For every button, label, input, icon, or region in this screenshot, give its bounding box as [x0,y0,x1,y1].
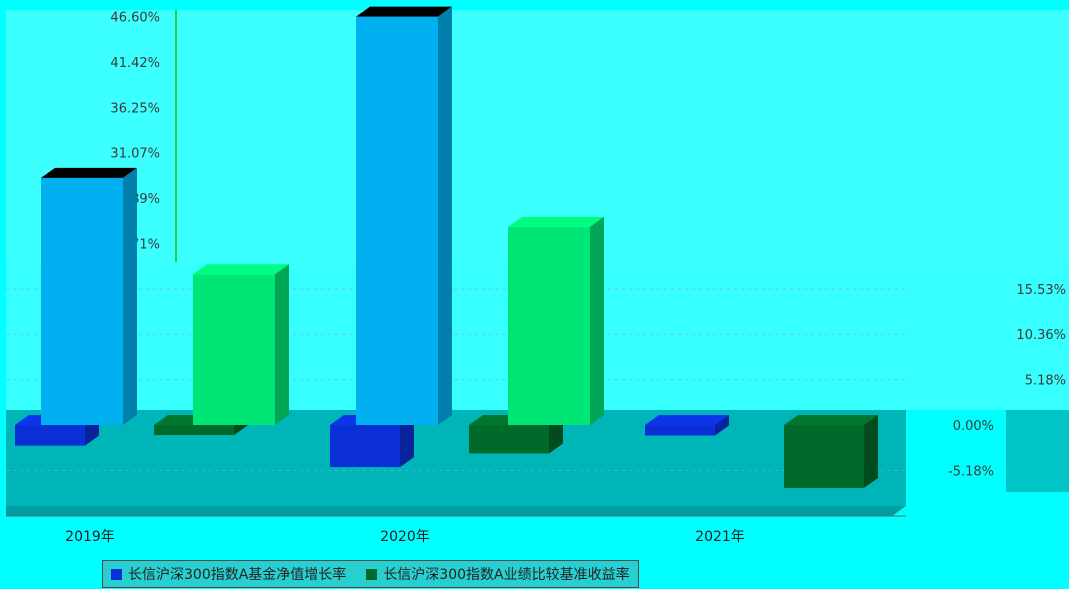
bar-side [590,216,604,425]
bar [784,425,864,489]
legend-label-nav: 长信沪深300指数A基金净值增长率 [128,567,347,583]
bar [645,425,715,436]
bar [469,425,549,454]
y-tick-label: 0.00% [953,419,994,434]
x-tick-label: 2020年 [380,529,430,545]
plot-floor [6,410,906,506]
bar-top [356,6,452,17]
bar [41,177,123,425]
bar-top [41,167,137,178]
y-tick-label: 41.42% [110,56,160,71]
bar [508,226,590,425]
bar-top [645,415,729,425]
bar-top [508,216,604,227]
bar [193,274,275,425]
bar-side [438,6,452,426]
bar-side [715,415,729,436]
y-tick-label: -5.18% [948,464,994,479]
x-tick-label: 2019年 [65,529,115,545]
bar-side [864,415,878,489]
legend-swatch-nav [111,568,122,580]
y-tick-label: 15.53% [1016,283,1066,298]
bar [154,425,234,436]
bar-side [275,264,289,425]
legend-label-benchmark: 长信沪深300指数A业绩比较基准收益率 [383,567,630,583]
bar-top [784,415,878,425]
y-tick-label: 10.36% [1016,328,1066,343]
chart-legend: 长信沪深300指数A基金净值增长率 长信沪深300指数A业绩比较基准收益率 [102,560,639,588]
y-tick-label: 46.60% [110,11,160,26]
side-floor [1006,410,1069,492]
bar-top [193,264,289,275]
bar-side [400,415,414,468]
bar-side [123,167,137,425]
plot-floor-edge [6,506,906,516]
bar [330,425,400,468]
legend-swatch-benchmark [366,568,378,580]
y-tick-label: 31.07% [110,147,160,162]
bar [15,425,85,446]
x-tick-label: 2021年 [695,529,745,545]
y-tick-label: 5.18% [1025,374,1066,389]
bar [356,16,438,426]
y-tick-label: 36.25% [110,101,160,116]
